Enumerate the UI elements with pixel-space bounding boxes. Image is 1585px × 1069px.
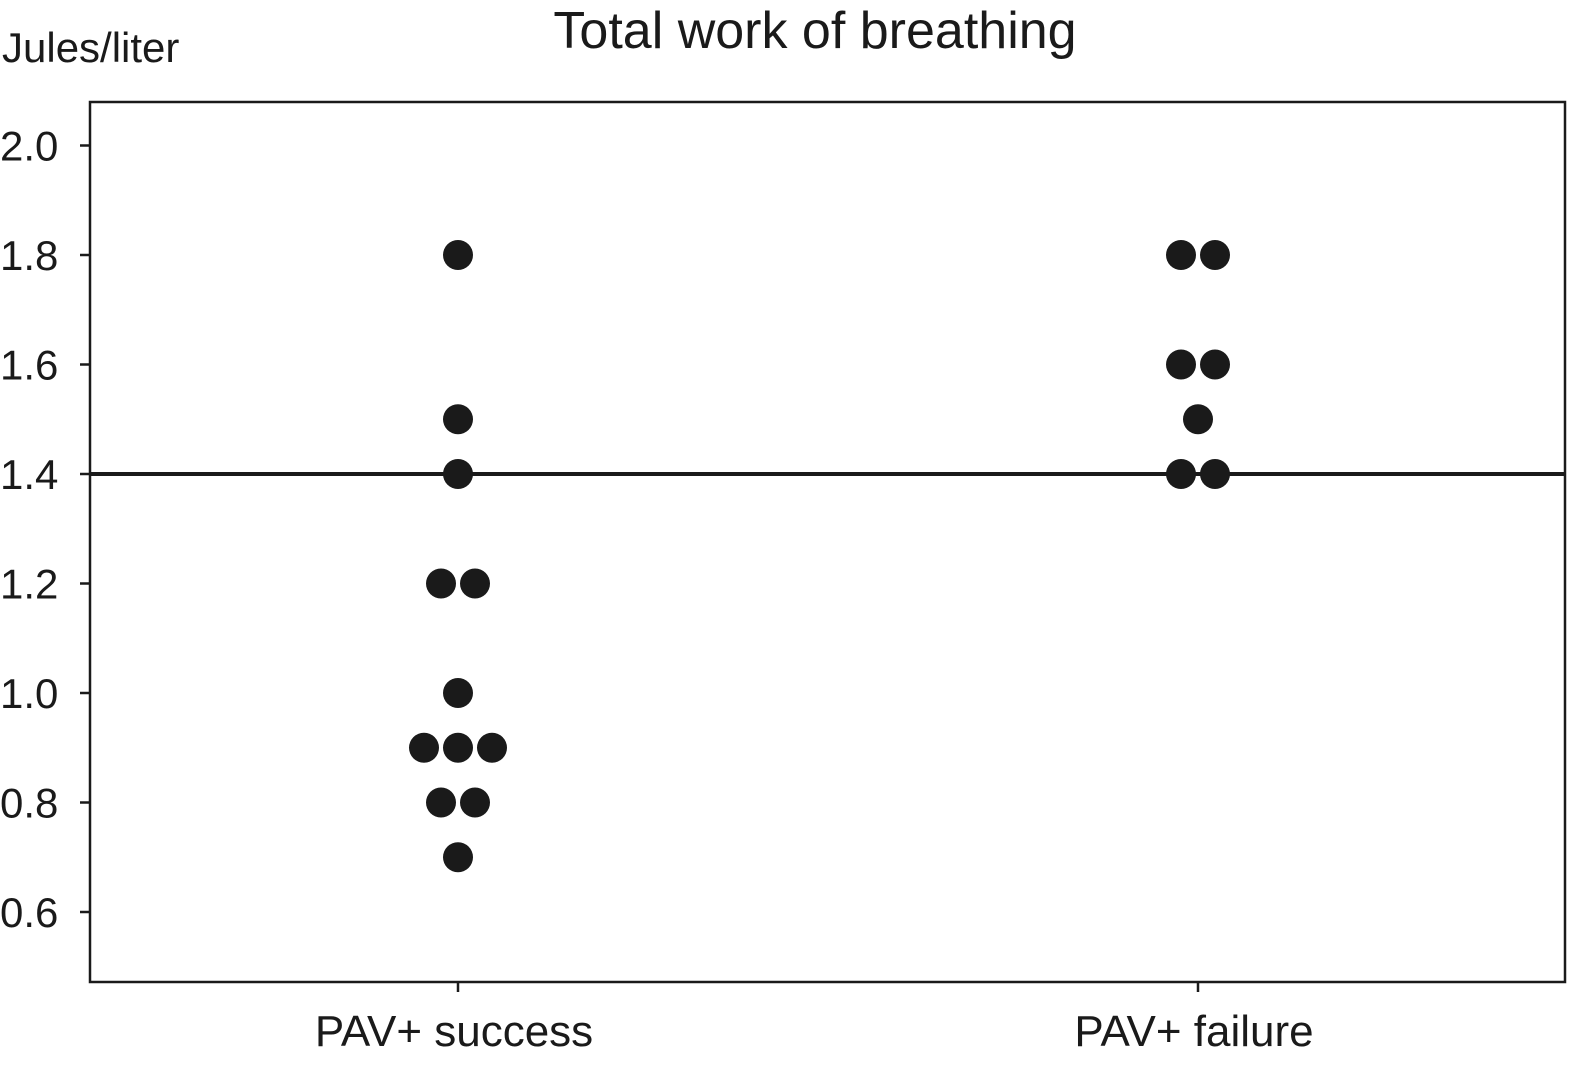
data-point — [443, 240, 473, 270]
data-point — [1183, 404, 1213, 435]
x-axis: PAV+ success PAV+ failure — [315, 982, 1314, 1056]
data-point — [1166, 459, 1196, 489]
y-tick-label: 2.0 — [0, 123, 58, 170]
data-point — [1200, 349, 1230, 380]
data-point — [460, 787, 490, 818]
y-tick-label: 1.6 — [0, 342, 58, 389]
y-tick-label: 0.8 — [0, 780, 58, 827]
data-point — [477, 732, 507, 763]
data-point — [409, 732, 439, 763]
chart-title: Total work of breathing — [553, 2, 1076, 60]
data-point — [443, 842, 473, 873]
data-point — [426, 568, 456, 599]
data-points — [409, 240, 1230, 873]
data-point — [1166, 240, 1196, 270]
y-tick-label: 1.4 — [0, 451, 58, 498]
y-tick-label: 1.8 — [0, 232, 58, 279]
data-point — [443, 404, 473, 435]
data-point — [443, 732, 473, 763]
data-point — [443, 459, 473, 489]
y-axis-unit-label: Jules/liter — [2, 24, 179, 71]
x-category-label: PAV+ failure — [1074, 1007, 1313, 1056]
plot-frame — [88, 100, 1567, 984]
data-point — [460, 568, 490, 599]
x-category-label: PAV+ success — [315, 1007, 593, 1056]
data-point — [1200, 459, 1230, 489]
y-axis: 0.6 0.8 1.0 1.2 1.4 1.6 1.8 2.0 — [0, 123, 90, 936]
y-tick-label: 1.0 — [0, 670, 58, 717]
y-tick-label: 1.2 — [0, 561, 58, 608]
y-tick-label: 0.6 — [0, 889, 58, 936]
data-point — [1166, 349, 1196, 380]
data-point — [426, 787, 456, 818]
data-point — [1200, 240, 1230, 270]
data-point — [443, 678, 473, 708]
